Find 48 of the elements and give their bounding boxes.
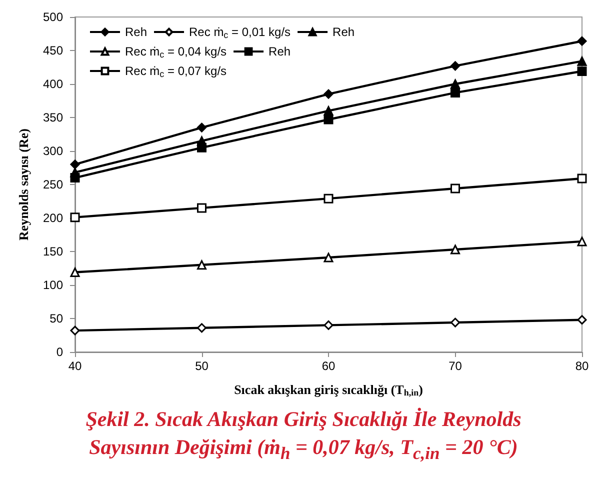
point: [577, 315, 587, 325]
point: [70, 173, 80, 183]
point: [324, 252, 334, 262]
point: [324, 89, 334, 99]
point: [577, 236, 587, 246]
point: [70, 212, 80, 222]
x-tick-label: 50: [195, 359, 209, 373]
y-tick-label: 150: [42, 244, 64, 258]
point: [577, 66, 587, 76]
y-tick-label: 300: [42, 144, 64, 158]
point: [70, 268, 80, 278]
point: [324, 320, 334, 330]
point: [197, 122, 206, 132]
y-tick-label: 350: [42, 110, 64, 124]
point: [324, 114, 334, 124]
x-tick-label: 60: [322, 359, 336, 373]
y-tick-label: 450: [42, 44, 64, 58]
point: [197, 203, 206, 213]
x-tick-label: 80: [575, 359, 589, 373]
y-tick-label: 0: [56, 345, 64, 359]
y-tick-label: 50: [50, 312, 64, 326]
y-tick-label: 400: [42, 77, 64, 91]
x-tick-label: 70: [448, 359, 462, 373]
legend-label: Reh: [268, 44, 291, 58]
point: [324, 194, 334, 204]
point: [197, 142, 206, 152]
text: Şekil 2. Sıcak Akışkan Giriş Sıcaklığı İle Reynolds Sayısının Değişimi (ṁ$_{h}$ = 0,07 kg/s, T$_{c,in}$ = 20 °C): [84, 406, 522, 466]
point: [450, 88, 460, 98]
point: [577, 36, 587, 46]
point: [577, 56, 587, 66]
point: [450, 184, 460, 194]
point: [70, 160, 80, 170]
point: [450, 61, 460, 71]
point: [450, 318, 460, 328]
y-tick-label: 500: [42, 10, 64, 24]
legend-label: Reh: [125, 25, 148, 39]
point: [197, 323, 206, 333]
y-axis-title: Reynolds sayısı (Re): [16, 128, 31, 240]
legend-label: Reh: [332, 25, 355, 39]
point: [70, 326, 80, 336]
y-tick-label: 200: [42, 211, 64, 225]
point: [577, 174, 587, 184]
point: [450, 244, 460, 254]
point: [197, 260, 206, 270]
point: [324, 106, 334, 116]
x-tick-label: 40: [68, 359, 82, 373]
y-tick-label: 100: [42, 278, 64, 292]
y-tick-label: 250: [42, 178, 64, 192]
